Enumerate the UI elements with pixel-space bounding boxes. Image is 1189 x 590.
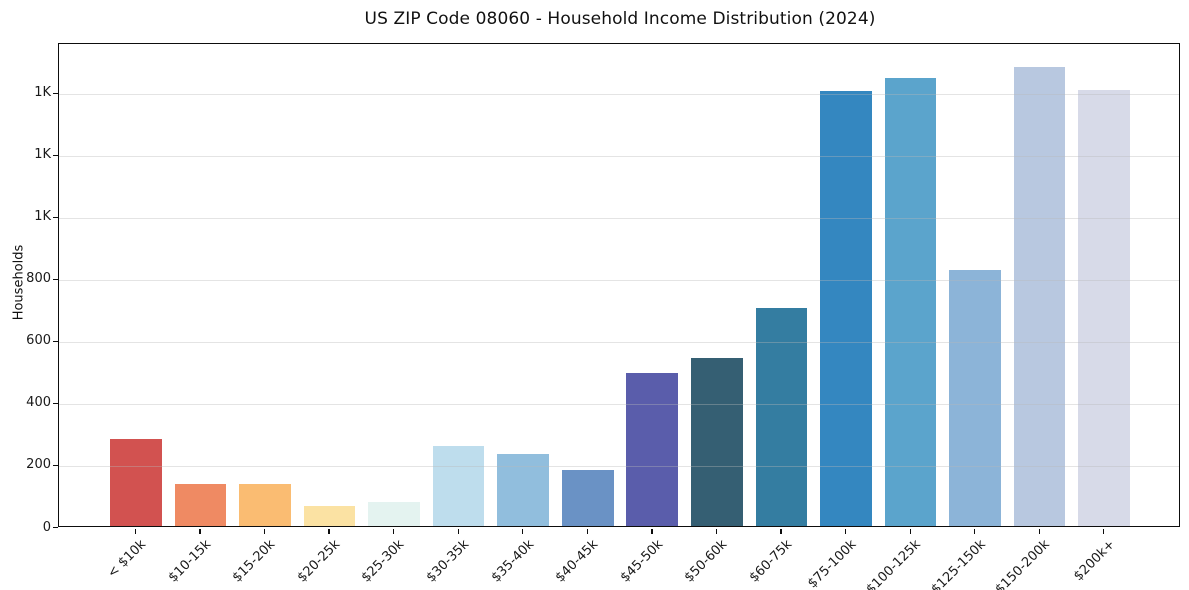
gridline	[59, 217, 1179, 219]
y-tick-mark	[53, 464, 58, 467]
income-bar-9	[626, 372, 679, 526]
income-bar-7	[497, 454, 549, 526]
x-tick-mark	[715, 528, 718, 534]
gridline	[59, 93, 1179, 95]
x-tick-mark	[328, 528, 330, 534]
x-tick-mark	[909, 528, 911, 534]
income-bar-8	[561, 470, 614, 526]
gridline	[59, 403, 1179, 405]
y-tick-label: 1K	[34, 209, 51, 225]
x-tick-mark	[1103, 528, 1105, 534]
income-bar-15	[1013, 66, 1066, 526]
x-tick-mark	[199, 528, 201, 534]
chart-title: US ZIP Code 08060 - Household Income Dis…	[364, 9, 876, 29]
gridline	[59, 155, 1179, 157]
income-bar-1	[110, 439, 162, 526]
y-tick-mark	[53, 154, 58, 156]
x-tick-mark	[393, 528, 395, 534]
y-tick-mark	[53, 278, 58, 281]
income-bar-10	[691, 357, 743, 526]
gridline	[59, 465, 1179, 467]
x-tick-mark	[586, 528, 589, 534]
income-bar-16	[1078, 89, 1130, 526]
y-tick-mark	[53, 92, 58, 94]
x-tick-mark	[974, 528, 976, 534]
x-tick-mark	[844, 528, 847, 534]
y-tick-mark	[53, 340, 58, 343]
y-tick-label: 600	[26, 333, 51, 349]
y-tick-mark	[53, 216, 58, 219]
gridline	[59, 341, 1179, 343]
x-tick-mark	[780, 528, 782, 534]
x-tick-mark	[522, 528, 524, 534]
income-bar-6	[432, 445, 485, 526]
income-bar-13	[884, 77, 937, 526]
x-tick-mark	[1038, 528, 1040, 534]
x-tick-mark	[263, 528, 266, 534]
x-tick-mark	[457, 528, 459, 534]
x-tick-mark	[134, 528, 137, 534]
gridline	[59, 279, 1179, 281]
y-tick-label: 0	[42, 519, 51, 535]
income-bar-5	[368, 502, 420, 526]
y-tick-label: 800	[26, 271, 51, 287]
x-tick-mark	[651, 528, 653, 534]
y-tick-label: 1K	[34, 147, 51, 163]
income-bar-11	[755, 308, 808, 526]
y-tick-label: 1K	[34, 85, 51, 101]
y-tick-label: 200	[26, 457, 51, 473]
income-bar-2	[174, 483, 227, 526]
income-bar-3	[239, 484, 291, 526]
income-bar-14	[949, 269, 1001, 526]
income-bar-12	[820, 90, 872, 526]
y-tick-label: 400	[26, 395, 51, 411]
income-bar-4	[303, 505, 356, 526]
plot-area	[58, 43, 1180, 527]
y-tick-mark	[53, 527, 58, 529]
y-tick-mark	[53, 402, 58, 405]
